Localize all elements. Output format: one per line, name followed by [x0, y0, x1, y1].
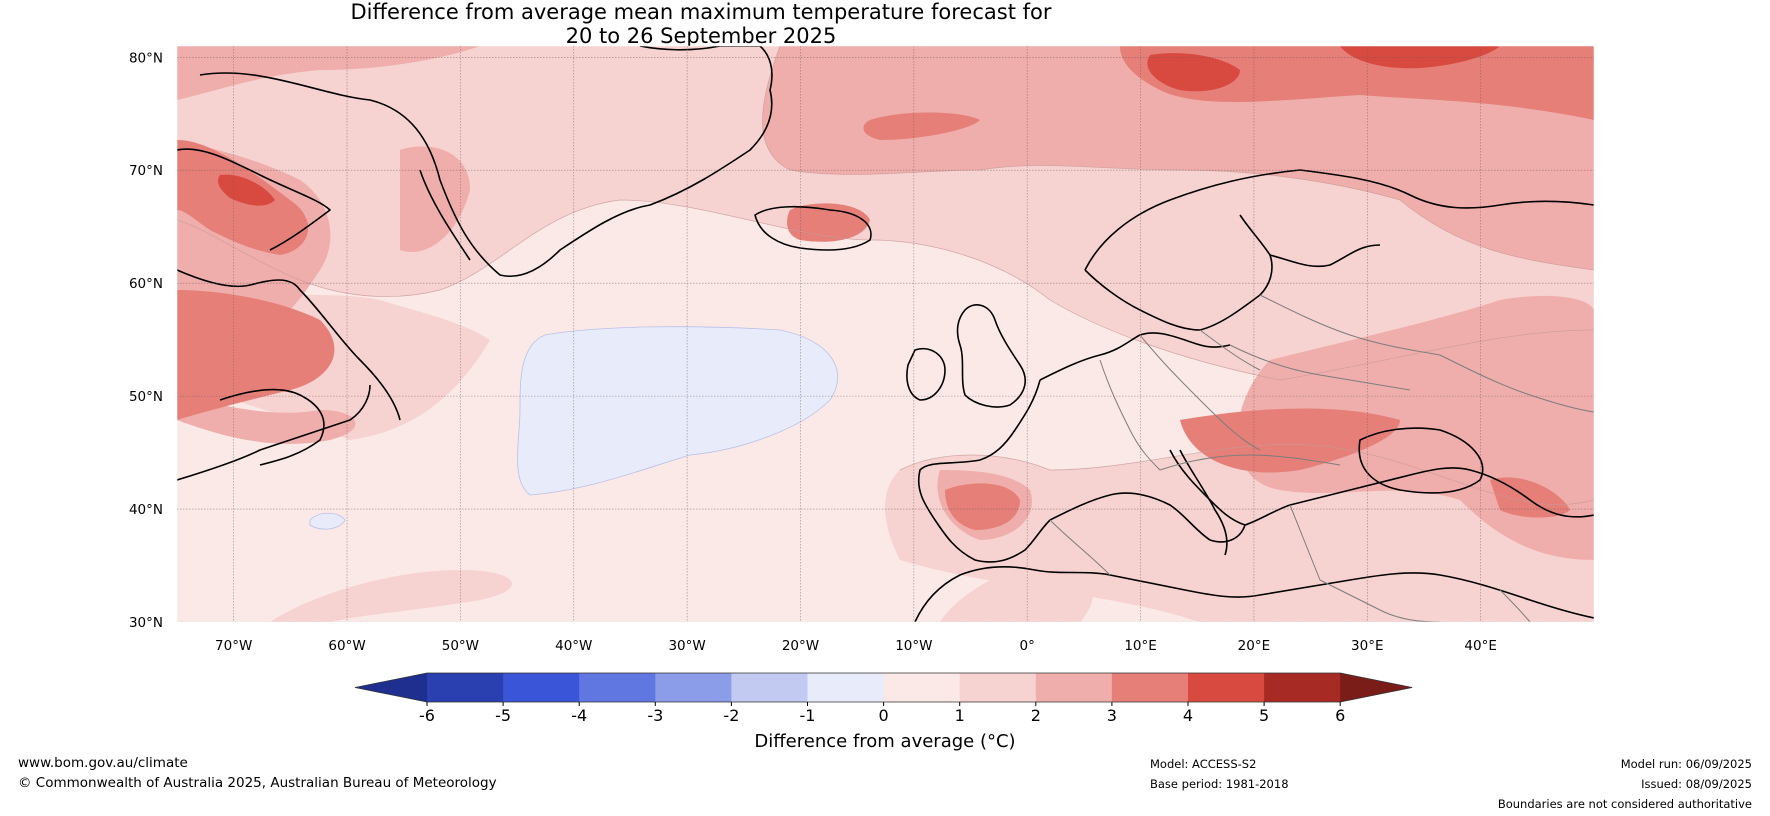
coastlines	[177, 46, 1594, 622]
latitude-tick-label: 30°N	[129, 615, 163, 631]
colorbar-segment	[579, 673, 656, 702]
colorbar-tick-label: -1	[800, 706, 816, 725]
colorbar-tick-label: 3	[1107, 706, 1117, 725]
footer-model-run: Model run: 06/09/2025	[1620, 757, 1752, 771]
footer-model: Model: ACCESS-S2	[1150, 757, 1257, 771]
latitude-tick-label: 50°N	[129, 389, 163, 405]
colorbar-segment	[1188, 673, 1265, 702]
anomaly-minus-1-to-0-small-field	[309, 512, 346, 530]
longitude-tick-label: 10°E	[1124, 638, 1156, 654]
colorbar-segment	[1111, 673, 1189, 702]
colorbar-segment	[655, 673, 732, 702]
colorbar-tick-label: -4	[571, 706, 587, 725]
title-line-2: 20 to 26 September 2025	[565, 24, 837, 48]
colorbar-segment	[883, 673, 961, 702]
colorbar-under-extension	[355, 673, 427, 702]
colorbar-segment	[427, 673, 504, 702]
colorbar-segment	[1264, 673, 1341, 702]
footer-copyright: © Commonwealth of Australia 2025, Austra…	[18, 775, 497, 791]
footer-website[interactable]: www.bom.gov.au/climate	[18, 755, 188, 771]
longitude-tick-label: 60°W	[328, 638, 365, 654]
colorbar-tick-label: 5	[1259, 706, 1269, 725]
longitude-tick-label: 30°E	[1351, 638, 1383, 654]
longitude-tick-label: 20°E	[1238, 638, 1270, 654]
colorbar-tick-label: -3	[647, 706, 663, 725]
longitude-tick-label: 30°W	[668, 638, 705, 654]
longitude-tick-label: 40°W	[555, 638, 592, 654]
colorbar-over-extension	[1340, 673, 1413, 702]
colorbar-segment	[1035, 673, 1113, 702]
colorbar-title: Difference from average (°C)	[754, 731, 1015, 752]
longitude-tick-label: 20°W	[782, 638, 819, 654]
colorbar-tick-label: 2	[1031, 706, 1041, 725]
colorbar-tick-label: 1	[955, 706, 965, 725]
footer-issued: Issued: 08/09/2025	[1641, 777, 1752, 791]
latitude-tick-label: 40°N	[129, 502, 163, 518]
colorbar-segment	[731, 673, 808, 702]
colorbar-segment	[807, 673, 885, 702]
longitude-tick-label: 40°E	[1464, 638, 1496, 654]
longitude-tick-label: 10°W	[895, 638, 932, 654]
colorbar-tick-label: 6	[1335, 706, 1345, 725]
map-frame	[176, 45, 1595, 623]
latitude-tick-label: 60°N	[129, 276, 163, 292]
anomaly-3-to-4-fields	[177, 46, 1594, 530]
country-borders	[1049, 294, 1594, 622]
graticule	[177, 46, 1594, 622]
colorbar: -6 -5 -4 -3 -2 -1 0 1 2 3 4 5 6	[354, 672, 1413, 725]
colorbar-tick-label: -5	[495, 706, 511, 725]
colorbar-segment	[503, 673, 580, 702]
map-area	[177, 46, 1594, 622]
colorbar-tick-label: -6	[419, 706, 435, 725]
latitude-labels: 30°N 40°N 50°N 60°N 70°N 80°N	[129, 50, 163, 631]
colorbar-tick-label: 4	[1183, 706, 1193, 725]
colorbar-tick-label: -2	[723, 706, 739, 725]
colorbar-segment	[959, 673, 1037, 702]
longitude-tick-label: 0°	[1020, 638, 1035, 654]
footer-base-period: Base period: 1981-2018	[1150, 777, 1289, 791]
latitude-tick-label: 80°N	[129, 50, 163, 66]
longitude-labels: 70°W 60°W 50°W 40°W 30°W 20°W 10°W 0° 10°E 20°E 30…	[215, 638, 1497, 654]
longitude-tick-label: 50°W	[442, 638, 479, 654]
title-line-1: Difference from average mean maximum tem…	[350, 0, 1052, 24]
latitude-tick-label: 70°N	[129, 163, 163, 179]
longitude-tick-label: 70°W	[215, 638, 252, 654]
colorbar-tick-label: 0	[879, 706, 889, 725]
footer-disclaimer: Boundaries are not considered authoritat…	[1497, 797, 1752, 811]
map-title: Difference from average mean maximum tem…	[0, 0, 1402, 48]
anomaly-minus-1-to-0-field	[517, 326, 839, 496]
